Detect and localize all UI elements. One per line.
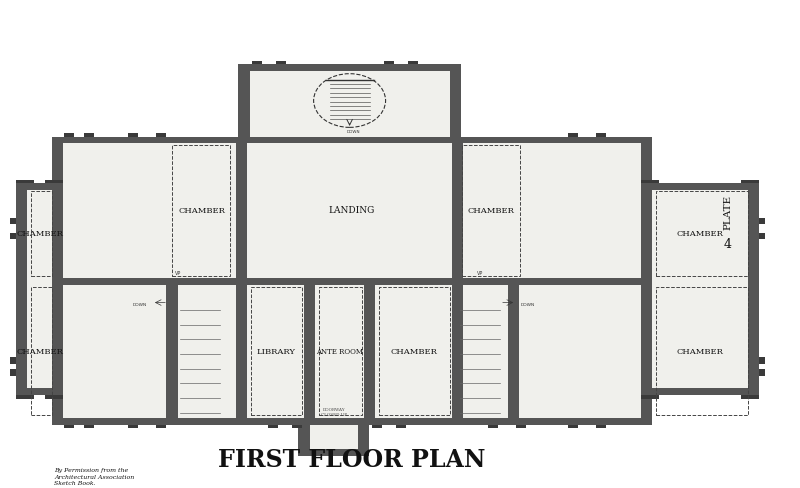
Bar (452, 143, 463, 278)
Text: DOORWAY
CLOSED UP: DOORWAY CLOSED UP (321, 408, 347, 417)
Text: 4: 4 (724, 238, 732, 250)
Bar (358, 425, 369, 456)
Bar (52, 418, 652, 425)
Text: CHAMBER: CHAMBER (468, 207, 514, 215)
Text: VP: VP (477, 271, 483, 276)
Bar (450, 64, 461, 137)
Text: FIRST FLOOR PLAN: FIRST FLOOR PLAN (218, 447, 486, 472)
Text: By Permission from the
Architectural Association
Sketch Book.: By Permission from the Architectural Ass… (54, 468, 134, 487)
Bar (236, 143, 247, 278)
Bar (84, 133, 94, 137)
Bar (508, 285, 519, 418)
Text: DOWN: DOWN (133, 303, 147, 307)
Bar (31, 191, 52, 276)
Text: LANDING: LANDING (329, 206, 375, 215)
Text: CHAMBER: CHAMBER (677, 230, 723, 238)
Bar (172, 145, 230, 276)
Bar (63, 278, 641, 285)
Bar (238, 64, 461, 71)
Bar (16, 183, 63, 395)
Bar (298, 449, 369, 456)
Bar (84, 425, 94, 428)
Bar (379, 287, 450, 415)
Bar (372, 425, 382, 428)
Bar (166, 285, 178, 418)
Bar (641, 388, 759, 395)
Text: VP: VP (174, 271, 181, 276)
Bar (252, 61, 262, 64)
Bar (251, 287, 302, 415)
Bar (759, 369, 765, 376)
Text: CHAMBER: CHAMBER (677, 347, 723, 356)
Bar (516, 425, 526, 428)
Bar (16, 180, 34, 183)
Bar (462, 145, 520, 276)
Bar (568, 133, 578, 137)
Bar (236, 285, 247, 418)
Text: CHAMBER: CHAMBER (178, 207, 225, 215)
Bar (641, 395, 659, 399)
Bar (656, 287, 748, 415)
Bar (16, 183, 27, 395)
Bar (759, 233, 765, 239)
Bar (298, 425, 369, 456)
Bar (63, 278, 166, 285)
Bar (156, 133, 166, 137)
Bar (384, 61, 394, 64)
Text: CHAMBER: CHAMBER (16, 230, 63, 238)
Bar (128, 133, 138, 137)
Bar (10, 233, 16, 239)
Bar (364, 285, 375, 418)
Bar (64, 133, 74, 137)
Text: PLATE: PLATE (723, 195, 733, 230)
Bar (408, 61, 418, 64)
Bar (568, 425, 578, 428)
Bar (10, 357, 16, 364)
Bar (45, 180, 63, 183)
Bar (488, 425, 498, 428)
Text: DOWN: DOWN (347, 130, 360, 134)
Bar (596, 425, 606, 428)
Bar (396, 425, 406, 428)
Bar (304, 285, 315, 418)
Bar (596, 133, 606, 137)
Bar (292, 425, 302, 428)
Bar (276, 61, 286, 64)
Bar (656, 191, 748, 276)
Bar (52, 137, 652, 143)
Bar (641, 180, 659, 183)
Bar (641, 183, 759, 190)
Bar (759, 218, 765, 224)
Bar (10, 218, 16, 224)
Bar (268, 425, 278, 428)
Bar (319, 287, 362, 415)
Text: CHAMBER: CHAMBER (390, 347, 437, 356)
Bar (10, 369, 16, 376)
Bar (45, 395, 63, 399)
Bar (238, 64, 461, 137)
Bar (16, 395, 34, 399)
Bar (31, 287, 52, 415)
Bar (298, 425, 310, 456)
Text: LIBRARY: LIBRARY (256, 347, 295, 356)
Bar (452, 285, 463, 418)
Text: CHAMBER: CHAMBER (16, 347, 63, 356)
Bar (519, 278, 641, 285)
Bar (759, 357, 765, 364)
Bar (128, 425, 138, 428)
Bar (741, 395, 759, 399)
Bar (52, 137, 63, 425)
Bar (16, 183, 63, 190)
Bar (156, 425, 166, 428)
Bar (16, 388, 63, 395)
Bar (641, 183, 759, 395)
Text: DOWN: DOWN (521, 303, 535, 307)
Text: ANTE ROOM: ANTE ROOM (316, 347, 363, 356)
Bar (741, 180, 759, 183)
Bar (748, 183, 759, 395)
Bar (238, 64, 250, 137)
Bar (52, 137, 652, 425)
Bar (641, 137, 652, 425)
Bar (64, 425, 74, 428)
